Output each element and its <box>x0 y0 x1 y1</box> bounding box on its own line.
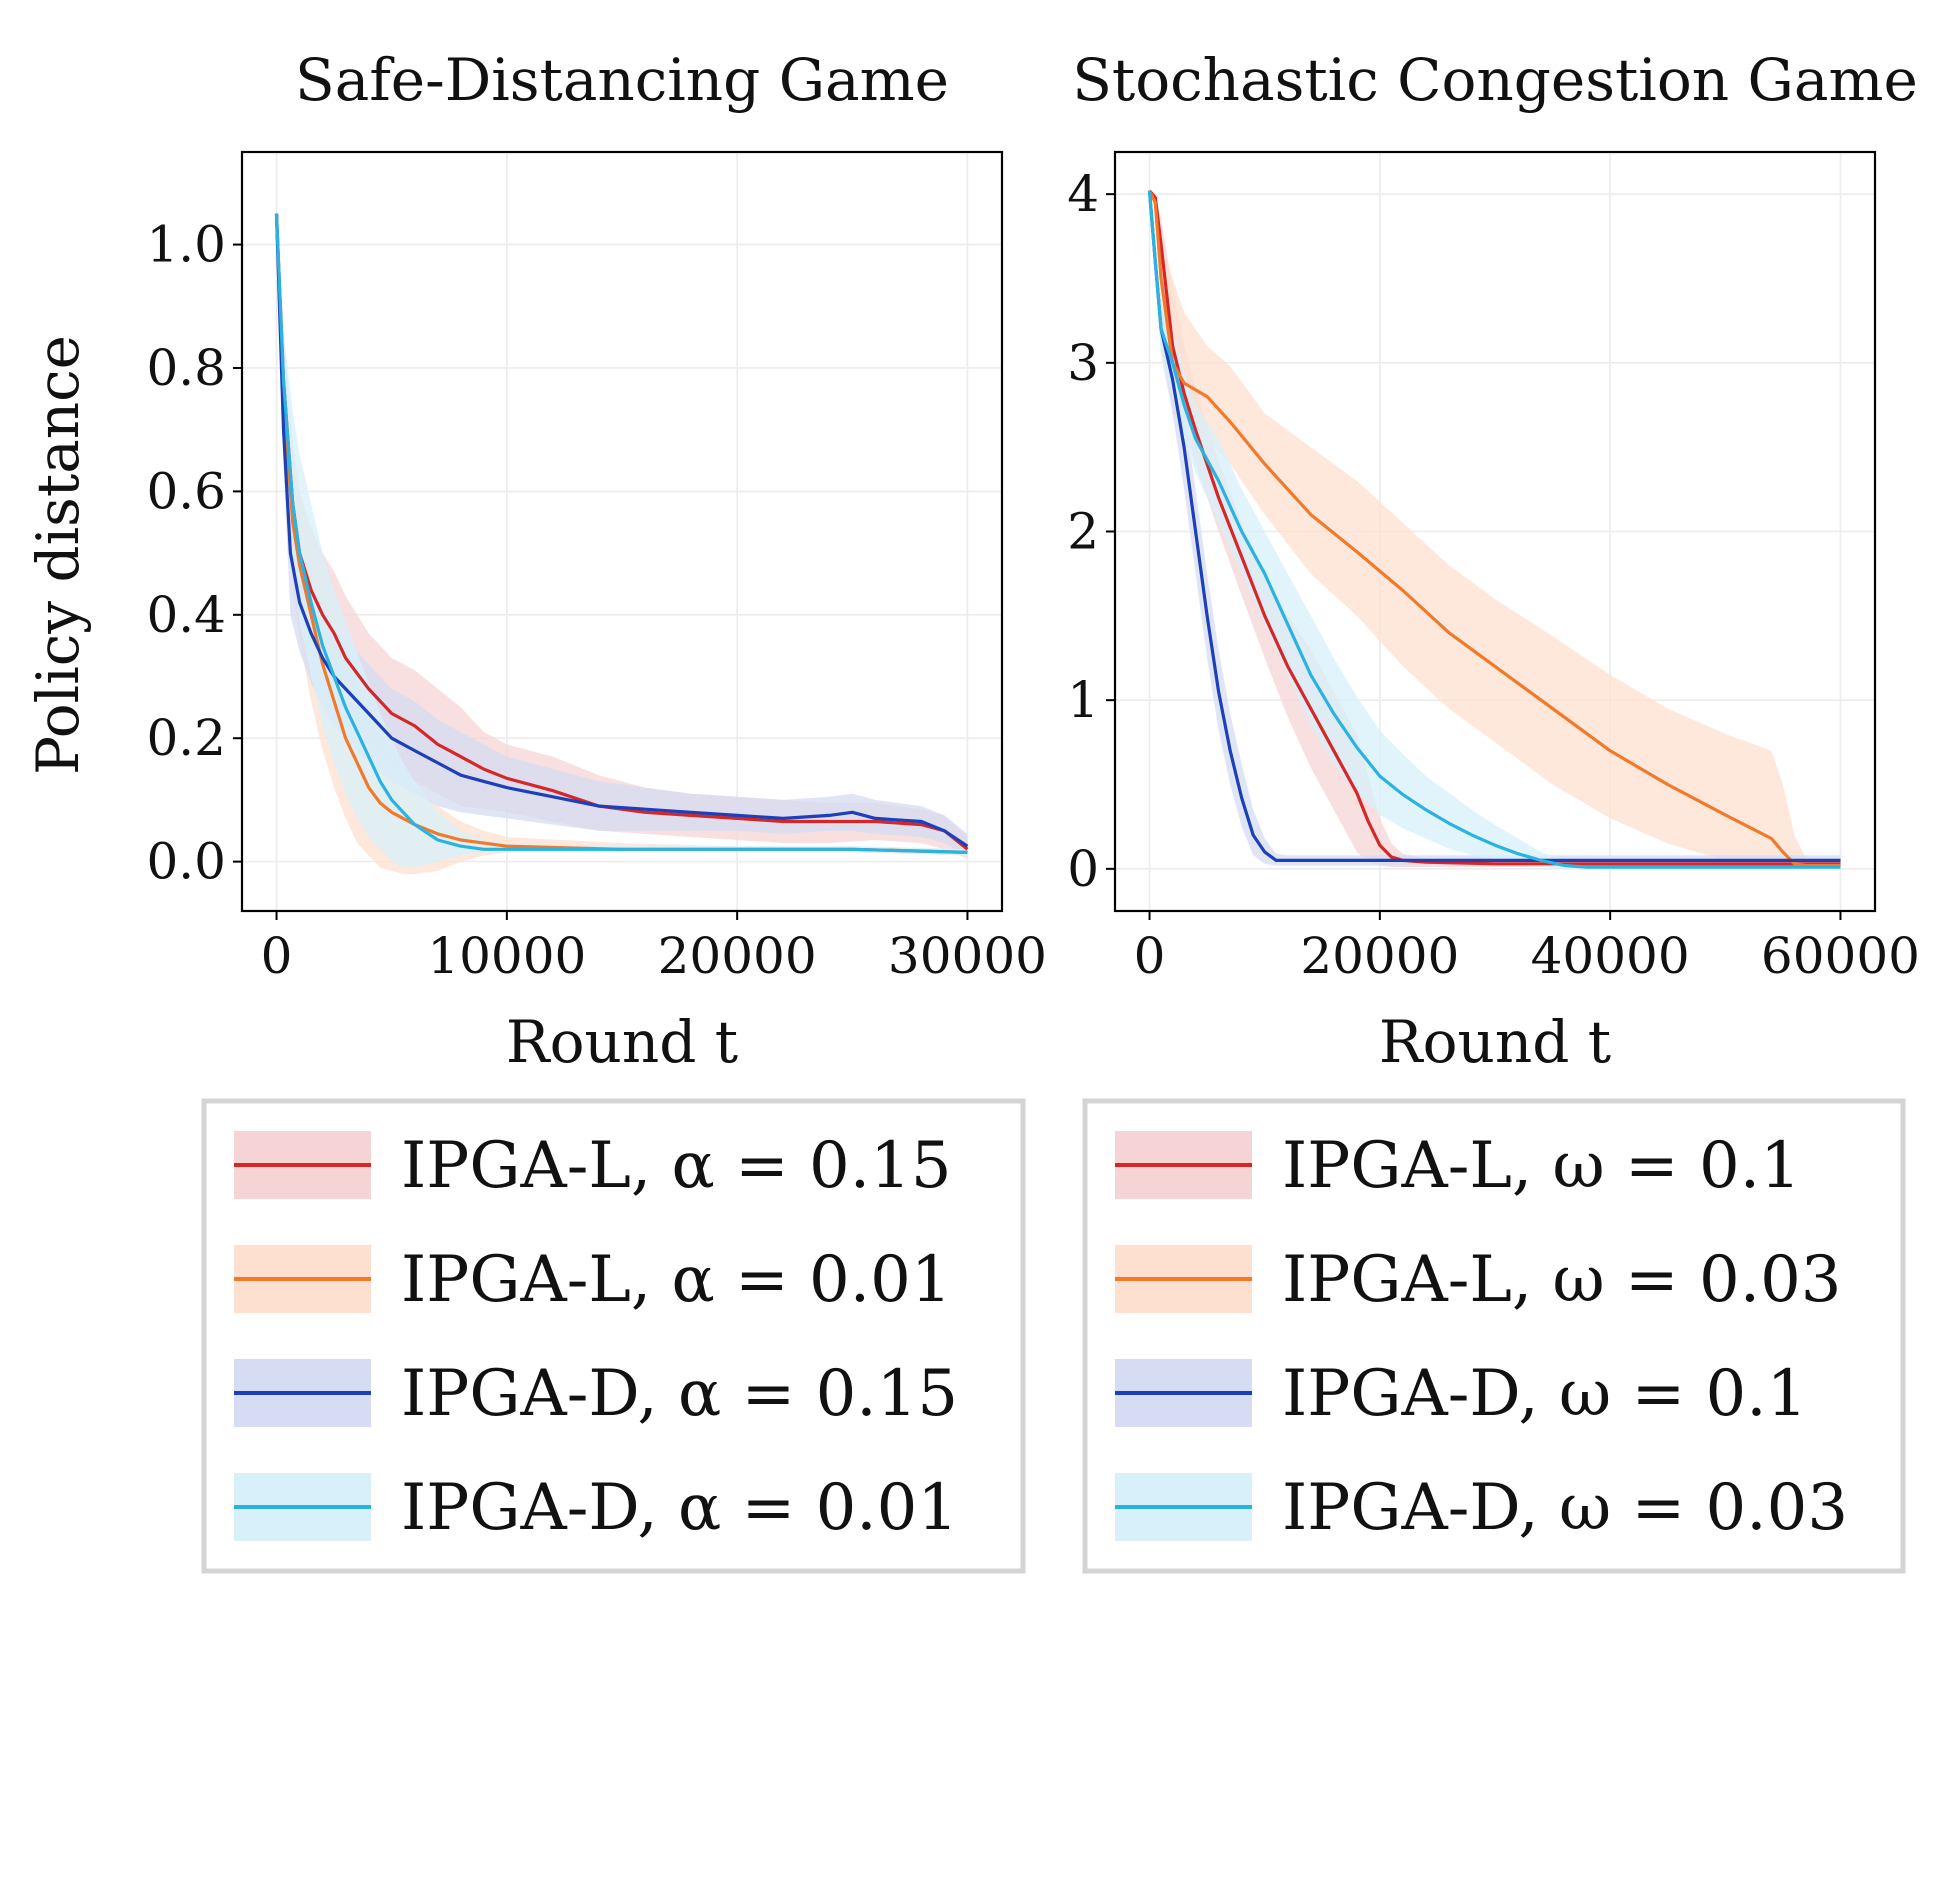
legend-entry: IPGA-L, ω = 0.1 <box>1115 1129 1801 1203</box>
series-line <box>1148 189 1841 866</box>
y-tick-label: 0.4 <box>146 586 226 644</box>
legend-entry: IPGA-D, α = 0.01 <box>234 1471 958 1545</box>
panel-title: Safe-Distancing Game <box>295 46 949 114</box>
y-axis-label: Policy distance <box>24 335 92 775</box>
y-tick-label: 4 <box>1067 165 1099 223</box>
series-band <box>1149 190 1841 869</box>
legend-entry: IPGA-D, ω = 0.1 <box>1115 1357 1807 1431</box>
legend-congestion: IPGA-L, ω = 0.1 IPGA-L, ω = 0.03 IPGA-D, ω… <box>1082 1098 1906 1574</box>
y-tick-label: 0 <box>1067 840 1099 898</box>
safe-distancing-panel: Safe-Distancing Game Round t 0 10000 20000… <box>146 46 1047 1076</box>
x-tick-label: 0 <box>261 927 293 985</box>
y-tick-label: 1 <box>1067 671 1099 729</box>
plot-area <box>1147 189 1841 869</box>
legend-label: IPGA-L, α = 0.01 <box>401 1243 952 1317</box>
series-band <box>276 213 968 874</box>
y-tick-label: 3 <box>1067 334 1099 392</box>
y-tick-label: 0.6 <box>146 462 226 520</box>
y-tick-label: 2 <box>1067 503 1099 561</box>
x-tick-label: 20000 <box>1300 927 1459 985</box>
x-tick-label: 30000 <box>888 927 1047 985</box>
x-tick-label: 20000 <box>658 927 817 985</box>
y-tick-label: 1.0 <box>146 216 226 274</box>
x-tick-label: 10000 <box>427 927 586 985</box>
y-tick-label: 0.0 <box>146 833 226 891</box>
x-axis-label: Round t <box>1379 1008 1611 1076</box>
legend-label: IPGA-D, α = 0.01 <box>401 1471 958 1545</box>
legend-label: IPGA-L, α = 0.15 <box>401 1129 952 1203</box>
series-band <box>276 213 968 868</box>
legend-entry: IPGA-L, ω = 0.03 <box>1115 1243 1842 1317</box>
legend-label: IPGA-L, ω = 0.1 <box>1282 1129 1801 1203</box>
congestion-panel: Stochastic Congestion Game Round t 0 2000… <box>1067 46 1920 1076</box>
series-line <box>274 213 968 854</box>
series-line <box>274 213 969 851</box>
legend-entry: IPGA-L, α = 0.15 <box>234 1129 952 1203</box>
legend-entry: IPGA-D, α = 0.15 <box>234 1357 958 1431</box>
plot-frame <box>240 150 1004 913</box>
grid <box>1115 152 1875 911</box>
y-tick-label: 0.8 <box>146 339 226 397</box>
series-line <box>274 213 969 848</box>
x-axis-label: Round t <box>506 1008 738 1076</box>
panel-title: Stochastic Congestion Game <box>1072 46 1918 114</box>
y-tick-label: 0.2 <box>146 709 226 767</box>
legend-label: IPGA-L, ω = 0.03 <box>1282 1243 1842 1317</box>
series-line <box>1147 190 1841 869</box>
x-tick-label: 40000 <box>1531 927 1690 985</box>
legend-label: IPGA-D, ω = 0.1 <box>1282 1357 1807 1431</box>
legend-safe-distancing: IPGA-L, α = 0.15 IPGA-L, α = 0.01 IPGA-D, … <box>201 1098 1026 1574</box>
legend-entry: IPGA-D, ω = 0.03 <box>1115 1471 1848 1545</box>
series-line <box>1148 190 1841 868</box>
plot-area <box>274 213 969 874</box>
series-line <box>1147 190 1841 863</box>
x-tick-label: 60000 <box>1761 927 1920 985</box>
legend-entry: IPGA-L, α = 0.01 <box>234 1243 952 1317</box>
x-tick-label: 0 <box>1134 927 1166 985</box>
series-band <box>1149 190 1841 868</box>
legend-label: IPGA-D, ω = 0.03 <box>1282 1471 1848 1545</box>
legend-label: IPGA-D, α = 0.15 <box>401 1357 958 1431</box>
